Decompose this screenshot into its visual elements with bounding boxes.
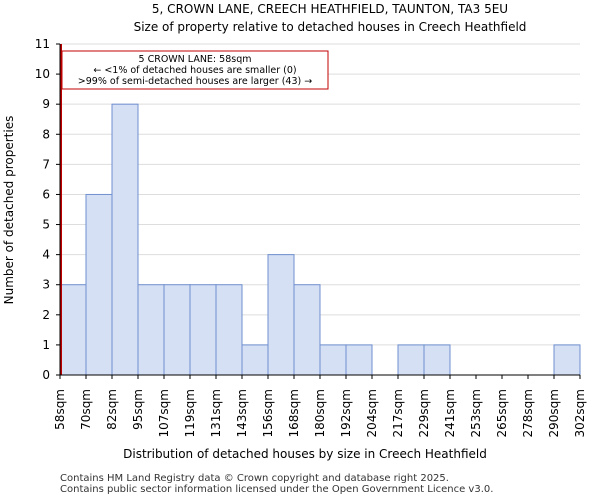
annotation-line-1: 5 CROWN LANE: 58sqm bbox=[139, 54, 252, 65]
bar bbox=[241, 344, 269, 376]
x-tick-label: 229sqm bbox=[417, 389, 431, 437]
y-tick-label: 2 bbox=[42, 308, 50, 322]
x-tick-label: 119sqm bbox=[183, 389, 197, 437]
y-tick-label: 8 bbox=[42, 127, 50, 141]
x-tick-label: 241sqm bbox=[443, 389, 457, 437]
bar bbox=[397, 344, 425, 376]
x-tick-label: 156sqm bbox=[261, 389, 275, 437]
bar bbox=[345, 344, 373, 376]
x-tick-labels: 58sqm 70sqm 82sqm 95sqm 107sqm 119sqm 131sqm 14… bbox=[53, 375, 587, 437]
y-tick-label: 1 bbox=[42, 338, 50, 352]
x-tick-label: 290sqm bbox=[547, 389, 561, 437]
y-tick-label: 9 bbox=[42, 97, 50, 111]
y-tick-label: 3 bbox=[42, 278, 50, 292]
bar bbox=[215, 284, 243, 376]
x-tick-label: 204sqm bbox=[365, 389, 379, 437]
bar bbox=[553, 344, 581, 376]
footer-copyright: Contains HM Land Registry data © Crown c… bbox=[60, 473, 449, 484]
footer-licence: Contains public sector information licen… bbox=[60, 484, 494, 495]
y-tick-label: 0 bbox=[42, 368, 50, 382]
y-tick-label: 11 bbox=[35, 37, 50, 51]
annotation-box: 5 CROWN LANE: 58sqm ← <1% of detached ho… bbox=[61, 50, 329, 90]
x-tick-label: 107sqm bbox=[157, 389, 171, 437]
y-tick-label: 7 bbox=[42, 157, 50, 171]
x-tick-label: 70sqm bbox=[79, 389, 93, 430]
bar bbox=[423, 344, 451, 376]
bar bbox=[137, 284, 165, 376]
chart-title: 5, CROWN LANE, CREECH HEATHFIELD, TAUNTO… bbox=[152, 2, 508, 16]
bar bbox=[59, 284, 87, 376]
y-tick-label: 6 bbox=[42, 187, 50, 201]
x-tick-label: 278sqm bbox=[521, 389, 535, 437]
x-tick-label: 131sqm bbox=[209, 389, 223, 437]
bar-series bbox=[59, 103, 581, 376]
y-tick-label: 5 bbox=[42, 218, 50, 232]
bar bbox=[293, 284, 321, 376]
bar bbox=[163, 284, 191, 376]
x-tick-label: 168sqm bbox=[287, 389, 301, 437]
x-tick-label: 143sqm bbox=[235, 389, 249, 437]
y-tick-label: 10 bbox=[35, 67, 50, 81]
bar bbox=[267, 254, 295, 376]
annotation-border bbox=[61, 50, 329, 90]
chart-subtitle: Size of property relative to detached ho… bbox=[134, 20, 527, 34]
annotation-line-3: >99% of semi-detached houses are larger … bbox=[78, 76, 312, 87]
x-tick-label: 192sqm bbox=[339, 389, 353, 437]
x-tick-label: 180sqm bbox=[313, 389, 327, 437]
bar bbox=[85, 193, 113, 376]
y-tick-labels: 0 1 2 3 4 5 6 7 8 9 10 11 bbox=[35, 37, 60, 382]
x-tick-label: 265sqm bbox=[495, 389, 509, 437]
x-tick-label: 82sqm bbox=[105, 389, 119, 430]
y-tick-label: 4 bbox=[42, 248, 50, 262]
x-tick-label: 302sqm bbox=[573, 389, 587, 437]
x-tick-label: 95sqm bbox=[131, 389, 145, 430]
x-axis-label: Distribution of detached houses by size … bbox=[123, 447, 487, 461]
x-tick-label: 58sqm bbox=[53, 389, 67, 430]
x-tick-label: 253sqm bbox=[469, 389, 483, 437]
annotation-line-2: ← <1% of detached houses are smaller (0) bbox=[93, 65, 296, 76]
bar bbox=[111, 103, 139, 376]
bar bbox=[189, 284, 217, 376]
y-axis-label: Number of detached properties bbox=[2, 116, 16, 305]
bar bbox=[319, 344, 347, 376]
x-tick-label: 217sqm bbox=[391, 389, 405, 437]
